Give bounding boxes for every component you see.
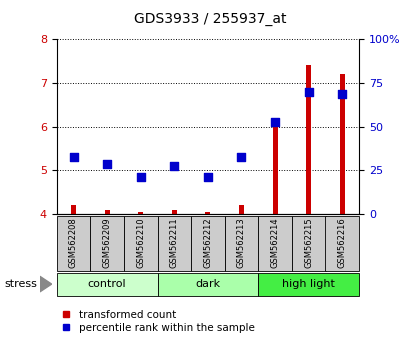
Text: GSM562211: GSM562211 (170, 217, 179, 268)
Legend: transformed count, percentile rank within the sample: transformed count, percentile rank withi… (62, 310, 255, 333)
Text: GSM562212: GSM562212 (203, 217, 213, 268)
Bar (158, 273, 258, 296)
Point (272, 119, 278, 125)
Bar (306, 65, 311, 214)
Bar (258, 273, 359, 296)
Bar (172, 210, 177, 214)
Text: dark: dark (195, 279, 220, 289)
Text: GSM562209: GSM562209 (102, 217, 112, 268)
Bar (158, 216, 191, 271)
Text: GSM562213: GSM562213 (237, 217, 246, 268)
Bar (273, 127, 278, 214)
Text: control: control (88, 279, 126, 289)
Point (70, 154, 77, 160)
Bar (105, 210, 110, 214)
Point (339, 91, 346, 97)
Text: GSM562216: GSM562216 (338, 217, 347, 268)
Point (104, 161, 110, 167)
Text: high light: high light (282, 279, 335, 289)
Bar (326, 216, 359, 271)
Text: GDS3933 / 255937_at: GDS3933 / 255937_at (134, 12, 286, 27)
Bar (57, 216, 90, 271)
Bar (124, 216, 158, 271)
Text: GSM562210: GSM562210 (136, 217, 145, 268)
Bar (138, 212, 143, 214)
Bar (71, 205, 76, 214)
Point (305, 89, 312, 95)
Bar (258, 216, 292, 271)
Bar (205, 212, 210, 214)
Point (171, 163, 178, 169)
Bar (191, 216, 225, 271)
Polygon shape (40, 276, 52, 292)
Text: GSM562215: GSM562215 (304, 217, 313, 268)
Text: stress: stress (4, 279, 37, 289)
Point (238, 154, 245, 160)
Bar (225, 216, 258, 271)
Bar (292, 216, 326, 271)
Bar (90, 216, 124, 271)
Bar (239, 205, 244, 214)
Point (205, 174, 211, 180)
Point (137, 174, 144, 180)
Bar (340, 74, 345, 214)
Text: GSM562208: GSM562208 (69, 217, 78, 268)
Text: GSM562214: GSM562214 (270, 217, 280, 268)
Bar (57, 273, 158, 296)
